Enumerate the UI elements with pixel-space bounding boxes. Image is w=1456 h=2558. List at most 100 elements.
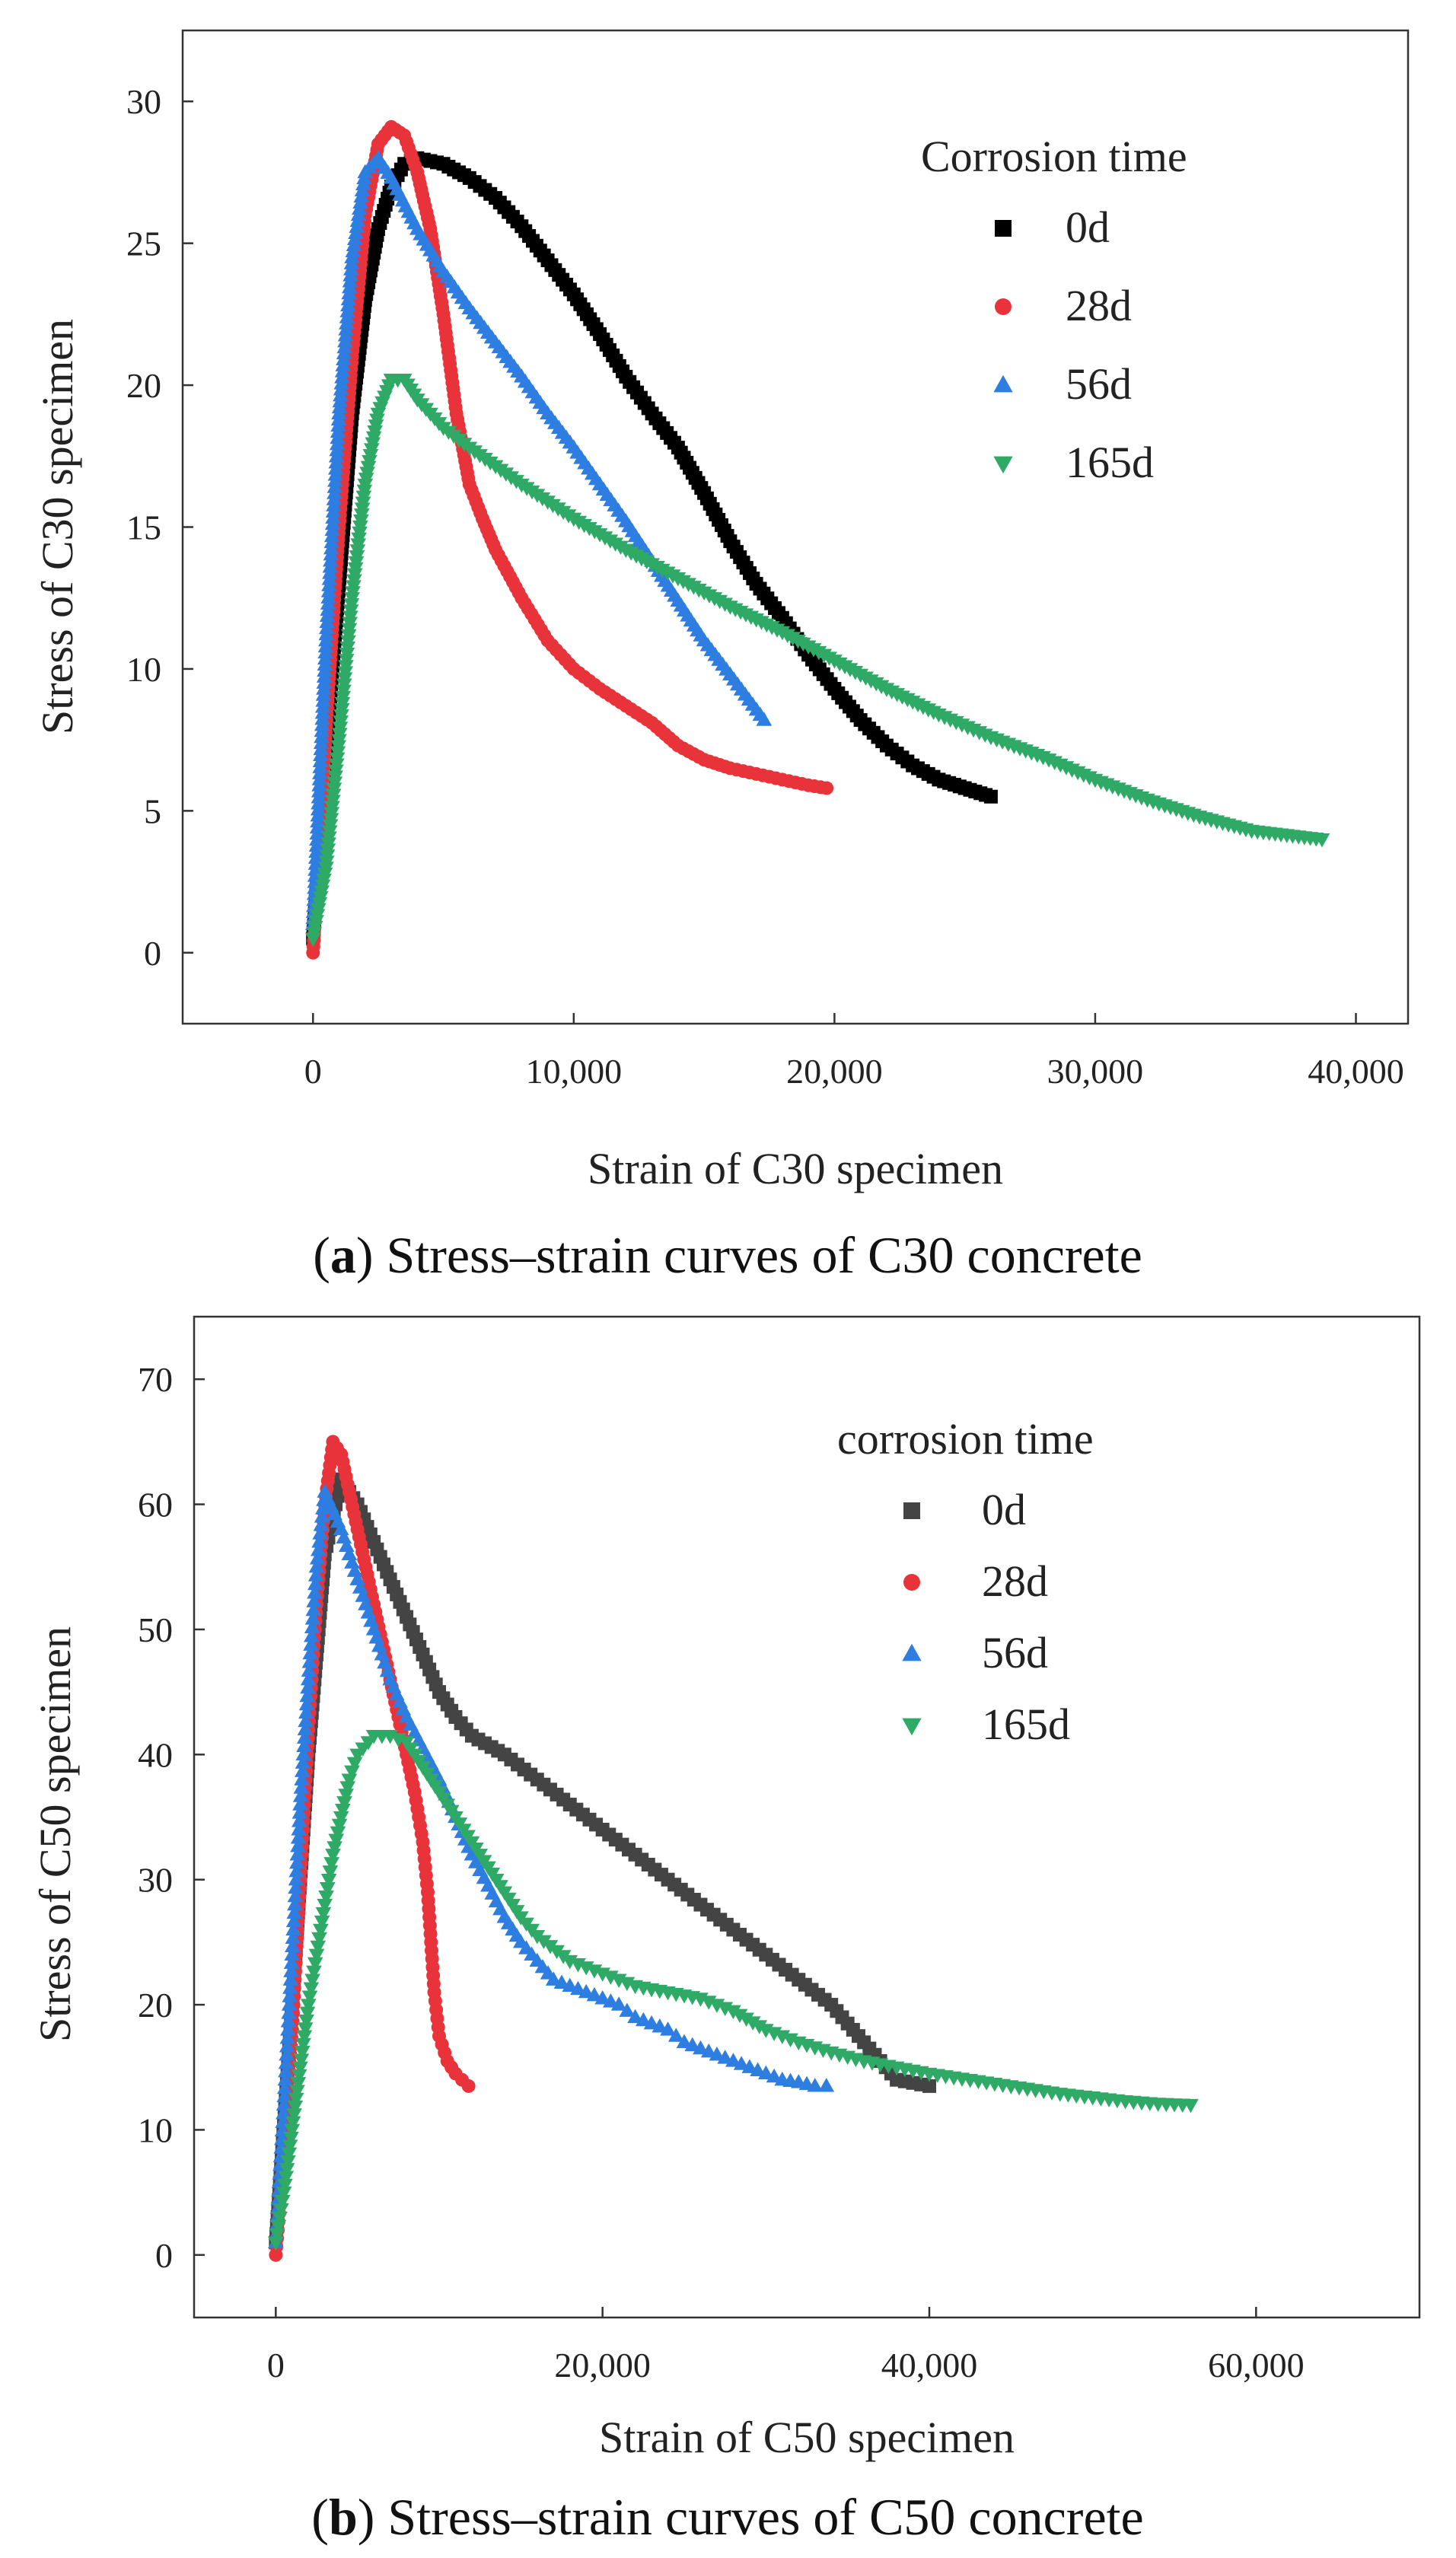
data-point (331, 728, 348, 742)
data-point (273, 2203, 289, 2218)
legend-label-56d: 56d (1066, 359, 1132, 409)
data-point (311, 1542, 327, 1556)
data-point (314, 885, 330, 900)
data-point (282, 2139, 298, 2154)
data-point (756, 712, 773, 726)
data-point (292, 2061, 308, 2076)
x-tick-label: 20,000 (786, 1052, 883, 1091)
data-point (283, 1954, 300, 1969)
data-point (269, 2228, 285, 2243)
panel-a-axes: 0 5 10 15 20 25 30 0 10,000 20,000 30,000 40,000 (126, 82, 1404, 1091)
data-point (345, 586, 361, 600)
data-point (562, 1977, 578, 1993)
data-point (310, 1940, 327, 1955)
y-tick-label: 20 (126, 366, 161, 405)
data-point (342, 604, 359, 619)
data-point (287, 1887, 304, 1903)
data-point (279, 2047, 295, 2061)
data-point (738, 2012, 754, 2027)
data-point (320, 843, 336, 858)
data-point (303, 1982, 320, 1996)
data-point (350, 538, 367, 553)
data-point (330, 1826, 346, 1841)
data-point (282, 1971, 299, 1986)
data-point (333, 1811, 349, 1826)
panel-a-legend-title: Corrosion time (921, 132, 1187, 181)
data-point (306, 1965, 322, 1980)
data-point (286, 1904, 303, 1919)
data-point (553, 1974, 570, 1989)
data-point (290, 2077, 307, 2091)
data-point (280, 2021, 296, 2036)
x-tick-label: 10,000 (526, 1052, 623, 1091)
data-point (285, 1929, 301, 1945)
y-tick-label: 50 (138, 1610, 173, 1649)
data-point (700, 2043, 717, 2058)
y-tick-label: 30 (138, 1861, 173, 1900)
data-point (312, 891, 329, 906)
data-point (355, 496, 371, 511)
data-point (287, 1896, 303, 1911)
data-point (295, 2037, 311, 2053)
y-tick-label: 10 (126, 650, 161, 689)
data-point (276, 2096, 292, 2111)
data-point (333, 709, 349, 724)
data-point (299, 1687, 316, 1703)
data-point (339, 1781, 356, 1795)
legend-marker-56d (902, 1643, 922, 1661)
data-point (741, 2059, 758, 2073)
data-point (296, 1729, 313, 1744)
data-point (276, 2186, 292, 2201)
data-point (360, 460, 377, 476)
data-point (296, 2030, 313, 2044)
data-point (308, 1558, 325, 1573)
data-point (317, 868, 333, 882)
data-point (274, 2194, 291, 2209)
y-tick-label: 40 (138, 1735, 173, 1774)
panel-b-chart: 0 10 20 30 40 50 60 70 0 20,000 40,000 60,000 Strai… (30, 1315, 1421, 2546)
series-28d (306, 119, 834, 960)
data-point (293, 2053, 310, 2068)
data-point (349, 550, 365, 565)
data-point (352, 526, 368, 541)
data-point (315, 1907, 332, 1922)
data-point (302, 1645, 319, 1660)
panel-a-x-axis-title: Strain of C30 specimen (588, 1144, 1003, 1193)
data-point (307, 1957, 323, 1972)
data-point (362, 449, 379, 463)
data-point (313, 1517, 330, 1531)
data-point (289, 2085, 305, 2099)
data-point (545, 1971, 562, 1986)
data-point (355, 490, 372, 505)
data-point (300, 1999, 317, 2013)
data-point (619, 2002, 636, 2017)
x-tick-label: 0 (267, 2346, 285, 2384)
data-point (326, 782, 342, 797)
data-point (297, 2022, 314, 2037)
data-point (284, 1946, 301, 1961)
data-point (300, 1671, 317, 1686)
data-point (287, 2100, 304, 2115)
data-point (323, 807, 340, 821)
legend-label-0d: 0d (1066, 202, 1110, 252)
data-point (594, 1990, 611, 2005)
data-point (284, 2123, 301, 2139)
data-point (340, 629, 357, 644)
data-point (298, 1696, 315, 1711)
y-tick-label: 10 (138, 2110, 173, 2149)
data-point (335, 690, 352, 706)
legend-label-28d: 28d (1066, 281, 1132, 330)
data-point (338, 1789, 354, 1803)
data-point (308, 1948, 325, 1964)
data-point (285, 1938, 301, 1953)
panel-b-axes: 0 10 20 30 40 50 60 70 0 20,000 40,000 60,000 (138, 1360, 1305, 2384)
data-point (364, 443, 380, 457)
legend-marker-165d (902, 1718, 922, 1736)
data-point (578, 1983, 594, 1999)
data-point (693, 2040, 709, 2055)
legend-marker-0d (995, 220, 1012, 237)
data-point (327, 1841, 342, 1856)
panel-a-caption: (a) Stress–strain curves of C30 concrete (313, 1226, 1142, 1284)
data-point (293, 1779, 310, 1794)
data-point (331, 1818, 348, 1833)
